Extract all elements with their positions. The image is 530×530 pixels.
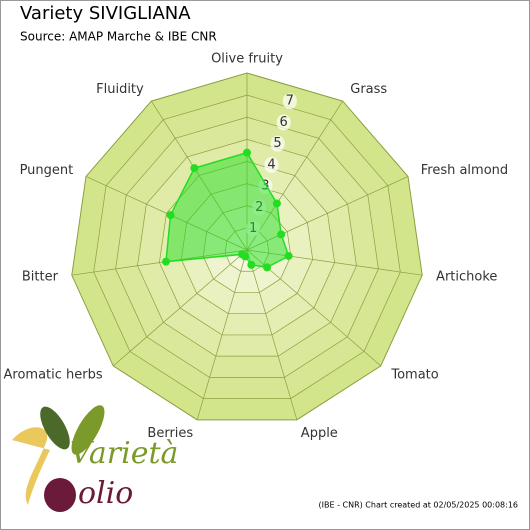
category-label: Aromatic herbs (4, 368, 103, 383)
data-point (166, 211, 175, 220)
tick-label: 4 (267, 157, 275, 172)
data-point (190, 164, 199, 173)
category-label: Olive fruity (211, 52, 283, 67)
tick-label-bg (276, 114, 291, 131)
data-point (161, 257, 170, 266)
data-point (237, 250, 246, 259)
category-label: Grass (350, 82, 387, 97)
logo-leaf (71, 405, 105, 455)
data-point (284, 251, 293, 260)
data-point (263, 263, 272, 272)
chart-subtitle: Source: AMAP Marche & IBE CNR (20, 30, 217, 44)
logo-leaf (40, 406, 70, 450)
data-point (243, 148, 251, 157)
category-label: Berries (147, 426, 193, 441)
tick-label: 7 (286, 94, 294, 109)
category-label: Apple (301, 426, 338, 441)
category-label: Fresh almond (421, 163, 508, 178)
tick-label-bg (282, 93, 297, 110)
category-label: Artichoke (436, 270, 497, 285)
category-label: Tomato (390, 368, 438, 383)
tick-label: 6 (280, 115, 288, 130)
logo-olive (44, 478, 76, 512)
data-point (277, 230, 286, 239)
data-point (272, 199, 281, 208)
axis-spoke (113, 249, 248, 367)
logo: Varietà olio (12, 405, 178, 512)
tick-label-bg (264, 156, 279, 173)
category-label: Pungent (20, 163, 74, 178)
tick-label-bg (270, 135, 285, 152)
footer: (IBE - CNR) Chart created at 02/05/2025 … (319, 501, 519, 510)
logo-word: Varietà (70, 436, 178, 471)
logo-swoosh (12, 427, 50, 505)
axis-spoke (196, 249, 248, 420)
logo-word: olio (78, 476, 133, 511)
category-label: Bitter (22, 270, 59, 285)
category-label: Fluidity (96, 82, 144, 97)
axis-spoke (246, 249, 298, 420)
data-point (247, 260, 256, 269)
tick-label: 5 (273, 136, 281, 151)
chart-title: Variety SIVIGLIANA (20, 3, 191, 24)
series-area (165, 151, 290, 269)
